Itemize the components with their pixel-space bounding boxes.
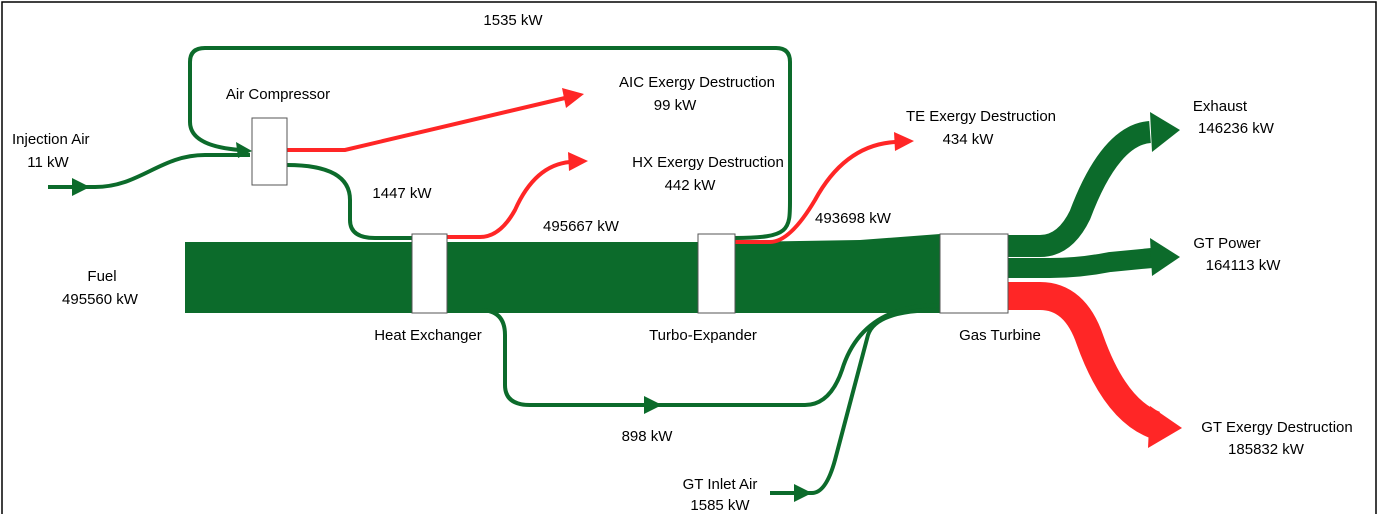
source-value: 11 kW xyxy=(27,154,69,171)
fuel-band xyxy=(185,234,940,313)
flow-loop xyxy=(188,46,792,240)
node-label: Turbo-Expander xyxy=(649,327,757,344)
flow-1447 xyxy=(286,163,412,240)
sink-value: 146236 kW xyxy=(1198,120,1275,137)
gas-turbine-box xyxy=(939,233,1009,314)
arrow xyxy=(1150,112,1180,152)
flow-898 xyxy=(447,303,941,407)
source-label: GT Inlet Air xyxy=(683,476,758,493)
sink-label: HX Exergy Destruction xyxy=(632,154,784,171)
arrow xyxy=(794,484,812,502)
flow-label: 1535 kW xyxy=(483,12,543,29)
flow-label: 1447 kW xyxy=(372,185,432,202)
node-label: Air Compressor xyxy=(226,86,330,103)
arrow xyxy=(568,152,588,171)
flow-gt-power xyxy=(1008,248,1153,278)
arrow xyxy=(72,178,90,196)
source-label: Fuel xyxy=(87,268,116,285)
flow-aic xyxy=(287,96,566,152)
sink-label: TE Exergy Destruction xyxy=(906,108,1056,125)
flow-label: 495667 kW xyxy=(543,218,620,235)
arrow xyxy=(1148,406,1182,448)
flow-gt-destruction xyxy=(1008,282,1161,439)
sink-label: GT Power xyxy=(1193,235,1260,252)
source-label: Injection Air xyxy=(12,131,90,148)
flow-hx xyxy=(447,160,571,239)
heat-exchanger-box xyxy=(411,233,448,314)
arrow xyxy=(1150,238,1180,276)
sink-label: GT Exergy Destruction xyxy=(1201,419,1352,436)
source-value: 1585 kW xyxy=(690,497,750,514)
flow-te xyxy=(735,140,896,244)
node-label: Heat Exchanger xyxy=(374,327,482,344)
source-value: 495560 kW xyxy=(62,291,139,308)
flow-label: 898 kW xyxy=(622,428,674,445)
sink-value: 434 kW xyxy=(943,131,995,148)
sink-label: Exhaust xyxy=(1193,98,1248,115)
flow-gt-inlet xyxy=(770,308,941,495)
sink-value: 164113 kW xyxy=(1206,257,1282,274)
sink-value: 99 kW xyxy=(654,97,697,114)
air-compressor-box xyxy=(251,117,288,186)
flow-injection xyxy=(48,153,250,189)
sink-value: 442 kW xyxy=(665,177,717,194)
flow-label: 493698 kW xyxy=(815,210,892,227)
flow-exhaust xyxy=(1008,121,1152,257)
sink-value: 185832 kW xyxy=(1228,441,1305,458)
arrow xyxy=(562,88,584,108)
turbo-expander-box xyxy=(697,233,736,314)
node-label: Gas Turbine xyxy=(959,327,1041,344)
arrow xyxy=(894,132,914,151)
arrow xyxy=(644,396,662,414)
sink-label: AIC Exergy Destruction xyxy=(619,74,775,91)
